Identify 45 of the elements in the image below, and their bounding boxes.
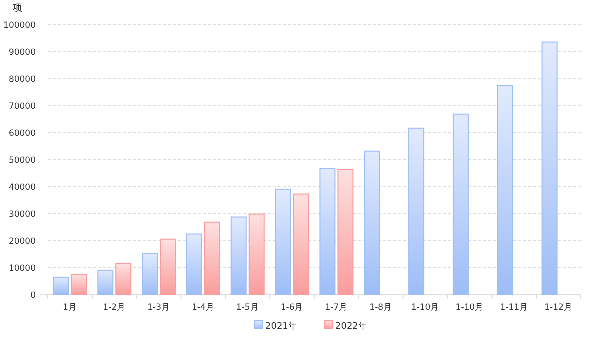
x-tick-label: 1-10月 <box>411 303 440 313</box>
y-tick-label: 0 <box>30 291 36 301</box>
y-axis-title: 项 <box>13 3 23 14</box>
x-tick-label: 1-7月 <box>325 303 348 313</box>
bar <box>204 222 220 296</box>
legend-label: 2022年 <box>336 321 368 332</box>
bar <box>53 276 70 296</box>
bar <box>230 216 247 296</box>
bar <box>248 214 265 296</box>
bar <box>275 188 292 296</box>
x-tick-label: 1-5月 <box>236 303 260 313</box>
bar <box>186 234 202 296</box>
bar <box>320 168 336 296</box>
bar <box>71 274 88 296</box>
x-tick-label: 1-3月 <box>148 303 170 313</box>
legend-label: 2021年 <box>266 321 298 332</box>
bar <box>452 114 469 296</box>
x-tick-label: 1-8月 <box>370 303 393 313</box>
x-tick-label: 1-2月 <box>103 303 126 313</box>
bar <box>497 85 514 296</box>
y-tick-label: 80000 <box>8 75 36 85</box>
x-tick-label: 1-4月 <box>192 303 215 313</box>
bar <box>98 270 114 296</box>
bar <box>408 128 425 296</box>
y-tick-label: 50000 <box>8 156 36 166</box>
bar <box>338 169 354 296</box>
x-tick-label: 1月 <box>62 303 78 313</box>
y-tick-label: 90000 <box>8 48 36 58</box>
bar <box>160 238 176 296</box>
y-tick-label: 10000 <box>8 264 36 274</box>
y-tick-label: 70000 <box>8 102 36 112</box>
y-tick-label: 60000 <box>8 129 36 139</box>
y-tick-label: 100000 <box>4 21 36 31</box>
y-tick-label: 30000 <box>8 210 36 220</box>
bar <box>293 194 310 296</box>
x-tick-label: 1-12月 <box>544 303 573 313</box>
y-tick-label: 40000 <box>8 183 36 193</box>
y-tick-label: 20000 <box>8 237 36 247</box>
bar <box>142 253 158 296</box>
bar <box>116 263 132 296</box>
x-tick-label: 1-11月 <box>500 303 529 313</box>
x-tick-label: 1-10月 <box>456 303 484 313</box>
bar <box>364 150 380 296</box>
x-tick-label: 1-6月 <box>280 303 304 313</box>
bar <box>542 42 558 296</box>
